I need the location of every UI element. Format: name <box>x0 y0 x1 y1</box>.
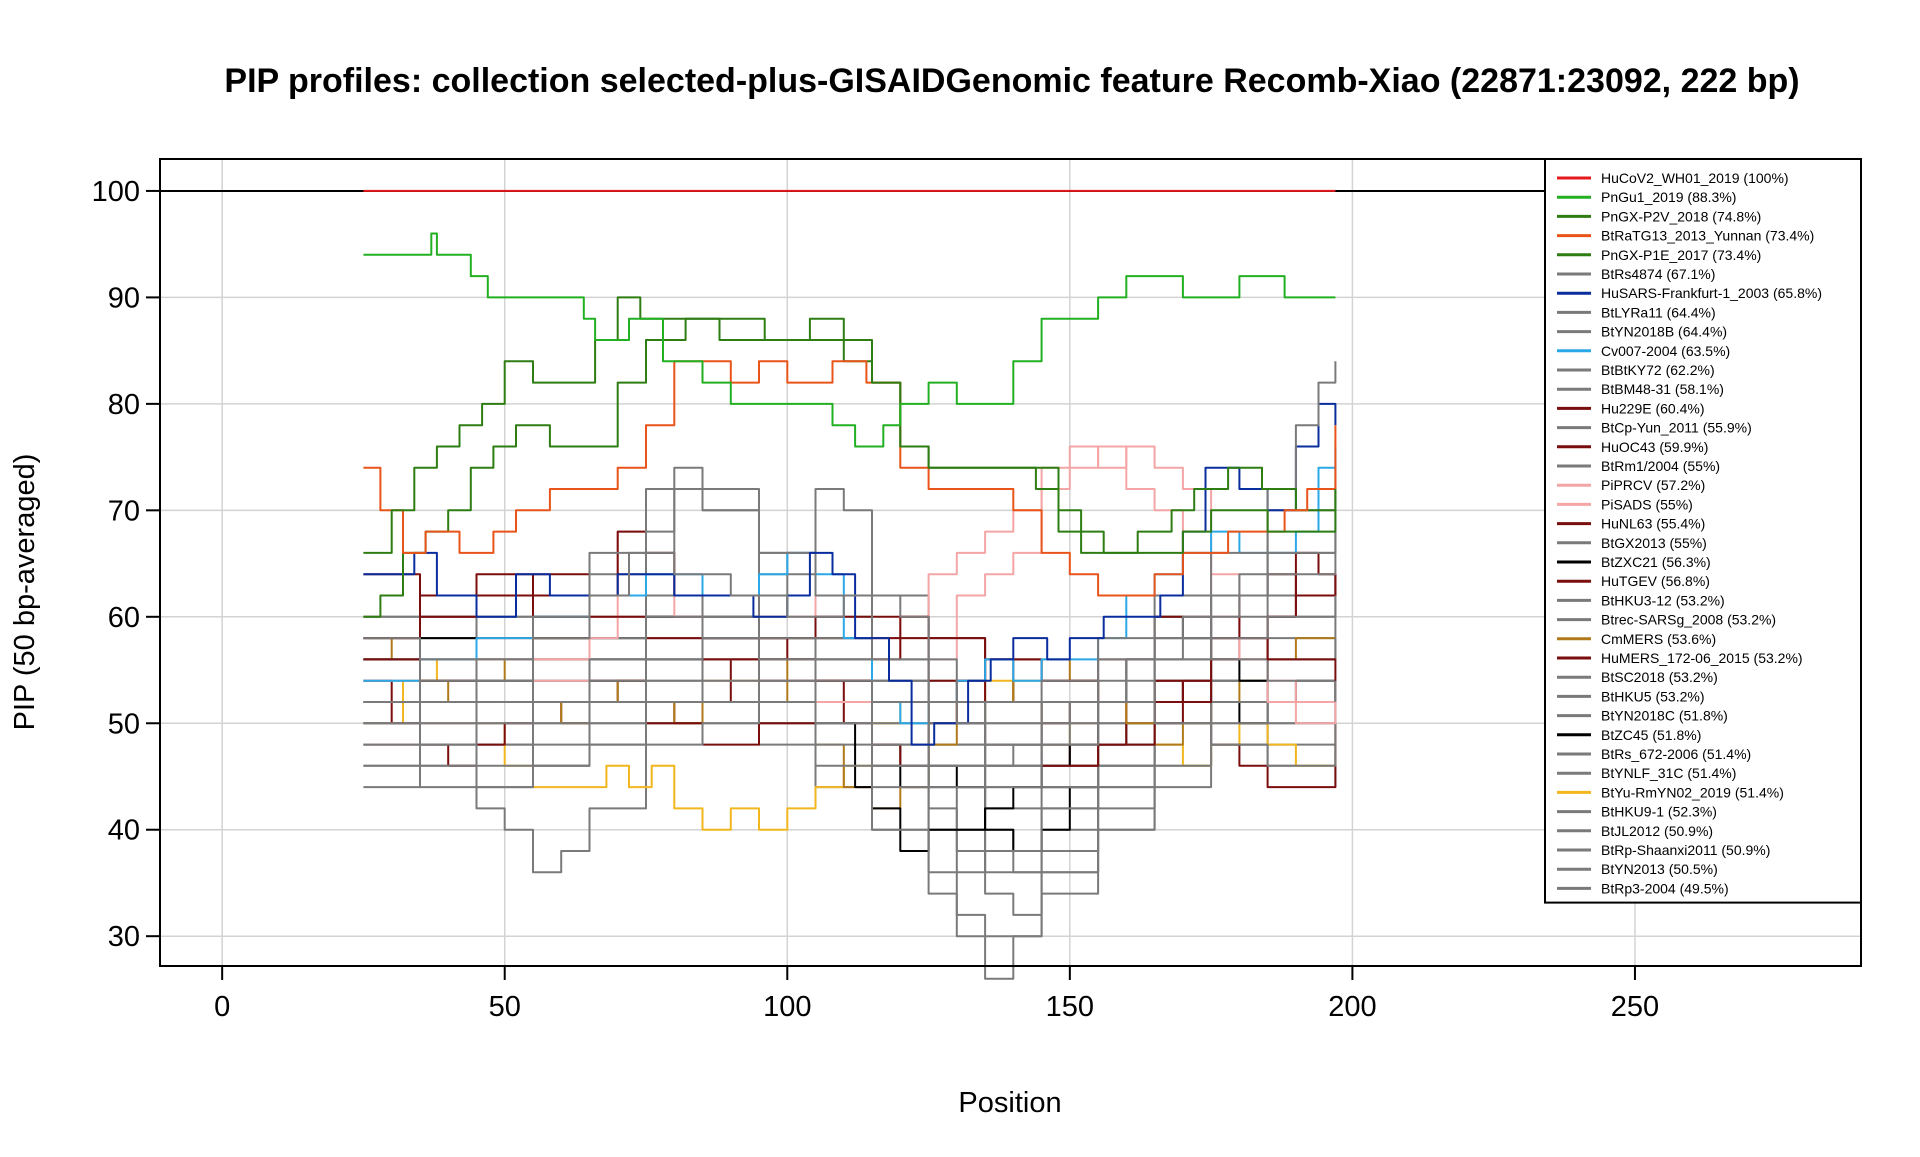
y-axis-label: PIP (50 bp-averaged) <box>9 454 41 731</box>
series-line-28 <box>363 488 1337 810</box>
y-tick-label-50: 50 <box>108 708 140 740</box>
legend-label-32: BtYu-RmYN02_2019 (51.4%) <box>1601 784 1784 800</box>
series-line-20 <box>363 615 1337 852</box>
y-tick-label-90: 90 <box>108 282 140 314</box>
series-line-6 <box>363 402 1337 746</box>
legend-label-3: BtRaTG13_2013_Yunnan (73.4%) <box>1601 228 1814 244</box>
legend-label-10: BtBtKY72 (62.2%) <box>1601 362 1715 378</box>
series-line-14 <box>363 530 1337 725</box>
series-line-21 <box>363 573 1336 725</box>
chart-title: PIP profiles: collection selected-plus-G… <box>224 62 1799 100</box>
legend-label-15: BtRm1/2004 (55%) <box>1601 458 1720 474</box>
legend-label-18: HuNL63 (55.4%) <box>1601 516 1705 532</box>
x-tick-label-100: 100 <box>763 991 811 1023</box>
series-line-2 <box>363 296 1337 554</box>
legend-label-37: BtRp3-2004 (49.5%) <box>1601 880 1729 896</box>
legend-label-25: HuMERS_172-06_2015 (53.2%) <box>1601 650 1803 666</box>
x-tick-label-50: 50 <box>489 991 521 1023</box>
legend-label-28: BtYN2018C (51.8%) <box>1601 708 1728 724</box>
legend-label-27: BtHKU5 (53.2%) <box>1601 688 1704 704</box>
legend-label-17: PiSADS (55%) <box>1601 496 1693 512</box>
legend-label-5: BtRs4874 (67.1%) <box>1601 266 1715 282</box>
legend-label-6: HuSARS-Frankfurt-1_2003 (65.8%) <box>1601 285 1822 301</box>
legend-label-22: BtHKU3-12 (53.2%) <box>1601 592 1725 608</box>
series-line-23 <box>363 594 1337 916</box>
legend-label-2: PnGX-P2V_2018 (74.8%) <box>1601 208 1761 224</box>
series-line-10 <box>363 552 1337 746</box>
series-line-11 <box>363 594 1337 789</box>
y-tick-label-80: 80 <box>108 389 140 421</box>
series-line-36 <box>363 658 1337 938</box>
series-line-4 <box>363 317 1337 618</box>
legend-label-11: BtBM48-31 (58.1%) <box>1601 381 1724 397</box>
legend-label-4: PnGX-P1E_2017 (73.4%) <box>1601 247 1761 263</box>
legend-label-26: BtSC2018 (53.2%) <box>1601 669 1718 685</box>
x-tick-label-0: 0 <box>214 991 230 1023</box>
y-tick-label-60: 60 <box>108 602 140 634</box>
series-line-25 <box>363 637 1337 789</box>
legend-label-24: CmMERS (53.6%) <box>1601 631 1716 647</box>
y-tick-label-40: 40 <box>108 815 140 847</box>
series-line-1 <box>363 232 1336 448</box>
legend-label-29: BtZC45 (51.8%) <box>1601 727 1701 743</box>
legend-box <box>1544 158 1862 904</box>
series-line-22 <box>363 594 1337 874</box>
legend-label-14: HuOC43 (59.9%) <box>1601 439 1708 455</box>
legend-label-31: BtYNLF_31C (51.4%) <box>1601 765 1736 781</box>
series-line-29 <box>363 615 1337 852</box>
axes: 0 50 100 150 200 250 30 40 50 60 70 80 90 100 <box>92 176 1660 1023</box>
series-line-19 <box>363 615 1337 980</box>
legend-label-34: BtJL2012 (50.9%) <box>1601 823 1713 839</box>
legend-label-13: BtCp-Yun_2011 (55.9%) <box>1601 420 1752 436</box>
legend-label-8: BtYN2018B (64.4%) <box>1601 324 1727 340</box>
legend-label-1: PnGu1_2019 (88.3%) <box>1601 189 1736 205</box>
y-tick-label-30: 30 <box>108 921 140 953</box>
x-axis-label: Position <box>958 1087 1061 1119</box>
legend-label-35: BtRp-Shaanxi2011 (50.9%) <box>1601 842 1770 858</box>
legend-label-23: Btrec-SARSg_2008 (53.2%) <box>1601 612 1776 628</box>
y-tick-label-70: 70 <box>108 495 140 527</box>
legend-label-20: BtZXC21 (56.3%) <box>1601 554 1711 570</box>
series-line-7 <box>363 531 1337 767</box>
legend-label-36: BtYN2013 (50.5%) <box>1601 861 1718 877</box>
series-line-15 <box>363 658 1337 767</box>
series-line-37 <box>363 637 1337 874</box>
x-tick-label-200: 200 <box>1328 991 1376 1023</box>
legend-label-30: BtRs_672-2006 (51.4%) <box>1601 746 1751 762</box>
legend-label-16: PiPRCV (57.2%) <box>1601 477 1705 493</box>
legend-label-19: BtGX2013 (55%) <box>1601 535 1707 551</box>
legend-label-9: Cv007-2004 (63.5%) <box>1601 343 1730 359</box>
legend-label-33: BtHKU9-1 (52.3%) <box>1601 804 1717 820</box>
series-line-30 <box>363 466 1337 789</box>
legend-label-21: HuTGEV (56.8%) <box>1601 573 1710 589</box>
series-line-35 <box>363 594 1337 874</box>
y-tick-label-100: 100 <box>92 176 140 208</box>
legend-label-0: HuCoV2_WH01_2019 (100%) <box>1601 170 1789 186</box>
series-line-3 <box>363 360 1337 597</box>
series-line-5 <box>363 361 1337 767</box>
legend-label-7: BtLYRa11 (64.4%) <box>1601 304 1716 320</box>
x-tick-label-250: 250 <box>1611 991 1659 1023</box>
series-line-26 <box>363 594 1337 789</box>
x-tick-label-150: 150 <box>1046 991 1094 1023</box>
series-lines <box>363 189 1337 980</box>
legend: HuCoV2_WH01_2019 (100%) PnGu1_2019 (88.3%… <box>1544 158 1862 904</box>
legend-label-12: Hu229E (60.4%) <box>1601 400 1705 416</box>
